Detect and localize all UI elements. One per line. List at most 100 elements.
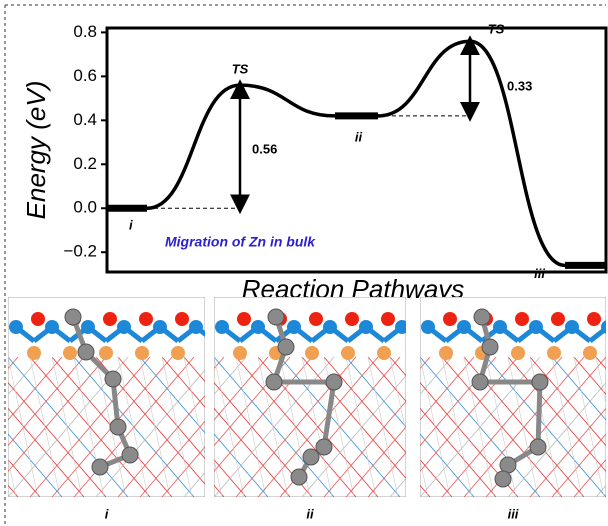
lattice bbox=[117, 394, 205, 497]
atom bbox=[473, 308, 491, 326]
atom bbox=[265, 373, 283, 391]
lattice bbox=[8, 458, 17, 497]
lattice bbox=[183, 356, 205, 457]
lattice bbox=[183, 471, 205, 497]
lattice bbox=[257, 356, 379, 497]
atom bbox=[277, 338, 295, 356]
state-label: i bbox=[129, 218, 133, 233]
lattice bbox=[214, 458, 223, 497]
lattice bbox=[551, 356, 583, 497]
atom bbox=[302, 448, 320, 466]
atom bbox=[494, 470, 512, 488]
lattice bbox=[367, 452, 406, 497]
lattice bbox=[51, 356, 83, 497]
lattice bbox=[529, 407, 606, 497]
atom bbox=[117, 320, 131, 334]
panel-label: iii bbox=[508, 506, 519, 521]
atom bbox=[547, 346, 561, 360]
lattice bbox=[345, 356, 406, 428]
y-axis-label: Energy (eV) bbox=[21, 81, 51, 220]
y-tick-label: 0.4 bbox=[73, 110, 97, 129]
atom bbox=[309, 312, 323, 326]
atom bbox=[189, 320, 203, 334]
annotation: Migration of Zn in bulk bbox=[165, 234, 316, 250]
atom bbox=[171, 346, 185, 360]
lattice bbox=[8, 356, 85, 447]
lattice bbox=[463, 356, 585, 497]
atom bbox=[529, 320, 543, 334]
atom bbox=[551, 312, 565, 326]
lattice bbox=[573, 356, 606, 395]
atom bbox=[233, 346, 247, 360]
lattice bbox=[29, 356, 61, 497]
state-label: TS bbox=[232, 62, 249, 77]
atom bbox=[565, 320, 579, 334]
state-label: TS bbox=[488, 22, 505, 37]
atom bbox=[237, 312, 251, 326]
lattice bbox=[345, 426, 406, 497]
lattice bbox=[161, 446, 205, 497]
lattice bbox=[367, 356, 399, 497]
state-label: iii bbox=[534, 266, 545, 281]
atom bbox=[481, 338, 499, 356]
lattice bbox=[420, 356, 475, 421]
lattice bbox=[507, 382, 606, 497]
plot-frame bbox=[105, 26, 608, 274]
atom bbox=[443, 312, 457, 326]
atom bbox=[341, 346, 355, 360]
panel-label: ii bbox=[306, 506, 314, 521]
atom bbox=[315, 438, 333, 456]
atom bbox=[99, 346, 113, 360]
lattice bbox=[139, 356, 171, 497]
lattice bbox=[257, 356, 289, 497]
bond bbox=[535, 381, 543, 448]
atom bbox=[251, 320, 265, 334]
panel-content bbox=[420, 297, 606, 497]
structure-panel bbox=[214, 297, 406, 497]
lattice bbox=[139, 420, 205, 497]
atom bbox=[45, 320, 59, 334]
lattice bbox=[214, 459, 247, 497]
energy-curve bbox=[107, 39, 606, 268]
atom bbox=[109, 418, 127, 436]
atom bbox=[359, 320, 373, 334]
lattice bbox=[8, 356, 41, 395]
lattice bbox=[420, 356, 453, 395]
atom bbox=[27, 346, 41, 360]
lattice bbox=[595, 356, 606, 406]
atom bbox=[601, 320, 606, 334]
lattice bbox=[161, 356, 205, 408]
lattice bbox=[95, 369, 205, 497]
lattice bbox=[551, 433, 606, 497]
atom bbox=[153, 320, 167, 334]
lattice bbox=[214, 433, 269, 497]
atom bbox=[381, 312, 395, 326]
atom bbox=[64, 308, 82, 326]
lattice bbox=[73, 356, 195, 497]
atom bbox=[323, 320, 337, 334]
barrier-label: 0.33 bbox=[507, 78, 532, 93]
atom bbox=[215, 320, 229, 334]
lattice bbox=[463, 356, 495, 497]
lattice bbox=[8, 356, 63, 421]
lattice bbox=[420, 459, 453, 497]
lattice bbox=[573, 459, 606, 497]
atom bbox=[305, 346, 319, 360]
atom bbox=[587, 312, 601, 326]
bond bbox=[321, 381, 337, 448]
y-tick-label: 0.0 bbox=[73, 198, 97, 217]
atom bbox=[121, 446, 139, 464]
atom bbox=[377, 346, 391, 360]
lattice bbox=[301, 375, 406, 497]
lattice bbox=[8, 459, 41, 497]
structure-panel bbox=[8, 297, 205, 497]
atom bbox=[81, 320, 95, 334]
atom bbox=[290, 468, 308, 486]
atom bbox=[583, 346, 597, 360]
barrier-label: 0.56 bbox=[252, 141, 277, 156]
lattice bbox=[8, 356, 39, 497]
atom bbox=[63, 346, 77, 360]
atom bbox=[267, 308, 285, 326]
lattice bbox=[420, 433, 475, 497]
